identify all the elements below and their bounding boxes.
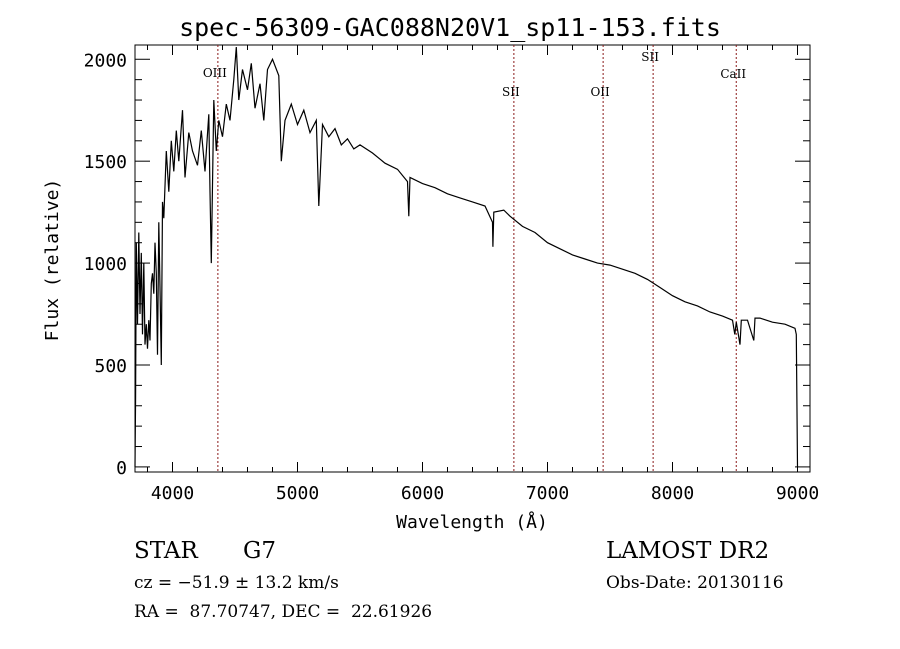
x-tick-label: 7000 <box>526 483 569 504</box>
y-tick-label: 500 <box>94 356 127 377</box>
obs-date: Obs-Date: 20130116 <box>606 573 784 593</box>
spectrum-line <box>134 46 799 467</box>
y-axis-label: Flux (relative) <box>42 179 63 342</box>
line-label: SII <box>502 85 520 99</box>
plot-frame <box>134 44 811 473</box>
survey-name: LAMOST DR2 <box>606 538 770 564</box>
chart-title: spec-56309-GAC088N20V1_sp11-153.fits <box>179 13 721 42</box>
y-tick-label: 0 <box>116 458 127 479</box>
x-tick-label: 4000 <box>151 483 194 504</box>
redshift-cz: cz = −51.9 ± 13.2 km/s <box>134 573 339 593</box>
object-subclass: G7 <box>243 538 277 564</box>
object-class: STAR <box>134 538 198 564</box>
x-tick-label: 6000 <box>401 483 444 504</box>
line-label: OII <box>590 85 610 99</box>
y-tick-label: 2000 <box>84 50 127 71</box>
x-tick-label: 9000 <box>776 483 819 504</box>
x-tick-label: 8000 <box>651 483 694 504</box>
line-label: OIII <box>203 66 227 80</box>
x-axis-label: Wavelength (Å) <box>396 511 548 533</box>
y-tick-label: 1000 <box>84 254 127 275</box>
line-label: SII <box>641 50 659 64</box>
line-label: CaII <box>720 67 746 81</box>
y-tick-label: 1500 <box>84 152 127 173</box>
x-tick-label: 5000 <box>276 483 319 504</box>
coordinates: RA = 87.70747, DEC = 22.61926 <box>134 602 433 622</box>
